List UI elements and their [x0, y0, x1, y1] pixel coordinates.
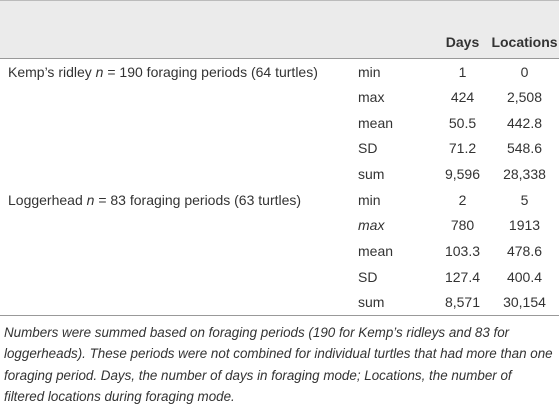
data-table: Days Locations Kemp’s ridley n = 190 fora…	[0, 0, 559, 316]
table-row: SD 71.2 548.6	[0, 136, 559, 162]
value-cell: 28,338	[503, 166, 546, 183]
header-cell	[355, 1, 435, 59]
value-cell: 0	[520, 63, 529, 80]
stat-cell: mean	[358, 243, 394, 260]
table-row: mean 50.5 442.8	[0, 110, 559, 136]
value-cell: 400.4	[506, 268, 543, 285]
header-cell: Locations	[491, 34, 558, 50]
value-cell: 2	[458, 191, 467, 208]
group-label	[0, 238, 355, 264]
stat-cell: min	[358, 191, 381, 208]
stat-cell: SD	[358, 268, 378, 285]
group-label	[0, 84, 355, 110]
header-cell	[0, 1, 355, 59]
table-body: Kemp’s ridley n = 190 foraging periods (…	[0, 59, 559, 316]
stat-cell: SD	[358, 140, 378, 157]
table-row: Loggerhead n = 83 foraging periods (63 t…	[0, 187, 559, 213]
value-cell: 71.2	[448, 140, 477, 157]
group-label	[0, 213, 355, 239]
value-cell: 8,571	[444, 294, 481, 311]
footnote: Numbers were summed based on foraging pe…	[4, 324, 553, 405]
value-cell: 442.8	[506, 114, 543, 131]
value-cell: 50.5	[448, 114, 477, 131]
n-symbol: n	[95, 63, 104, 80]
value-cell: 780	[450, 217, 475, 234]
stat-cell: sum	[358, 294, 385, 311]
label-rest: = 83 foraging periods (63 turtles)	[98, 191, 302, 208]
value-cell: 30,154	[503, 294, 546, 311]
table-row: max 780 1913	[0, 213, 559, 239]
group-label	[0, 136, 355, 162]
species: Loggerhead	[8, 191, 83, 208]
stat-cell: min	[358, 63, 381, 80]
table-row: mean 103.3 478.6	[0, 238, 559, 264]
stat-cell: sum	[358, 166, 385, 183]
label-rest: = 190 foraging periods (64 turtles)	[107, 63, 318, 80]
table-row: sum 8,571 30,154	[0, 290, 559, 316]
table-row: Kemp’s ridley n = 190 foraging periods (…	[0, 59, 559, 85]
table-row: SD 127.4 400.4	[0, 264, 559, 290]
value-cell: 5	[520, 191, 529, 208]
value-cell: 424	[450, 89, 475, 106]
stat-cell: max	[358, 217, 385, 234]
header-row: Days Locations	[0, 0, 559, 59]
group-label: Loggerhead n = 83 foraging periods (63 t…	[0, 187, 355, 213]
group-label	[0, 264, 355, 290]
value-cell: 127.4	[444, 268, 481, 285]
value-cell: 1	[458, 63, 467, 80]
value-cell: 2,508	[506, 89, 543, 106]
value-cell: 478.6	[506, 243, 543, 260]
value-cell: 9,596	[444, 166, 481, 183]
stat-cell: mean	[358, 114, 394, 131]
group-label	[0, 161, 355, 187]
group-label	[0, 290, 355, 316]
species: Kemp’s ridley	[8, 63, 92, 80]
group-label	[0, 110, 355, 136]
group-label: Kemp’s ridley n = 190 foraging periods (…	[0, 59, 355, 85]
table-row: max 424 2,508	[0, 84, 559, 110]
n-symbol: n	[86, 191, 95, 208]
stat-cell: max	[358, 89, 385, 106]
value-cell: 548.6	[506, 140, 543, 157]
table-row: sum 9,596 28,338	[0, 161, 559, 187]
value-cell: 1913	[508, 217, 541, 234]
header-cell: Days	[445, 34, 480, 50]
value-cell: 103.3	[444, 243, 481, 260]
